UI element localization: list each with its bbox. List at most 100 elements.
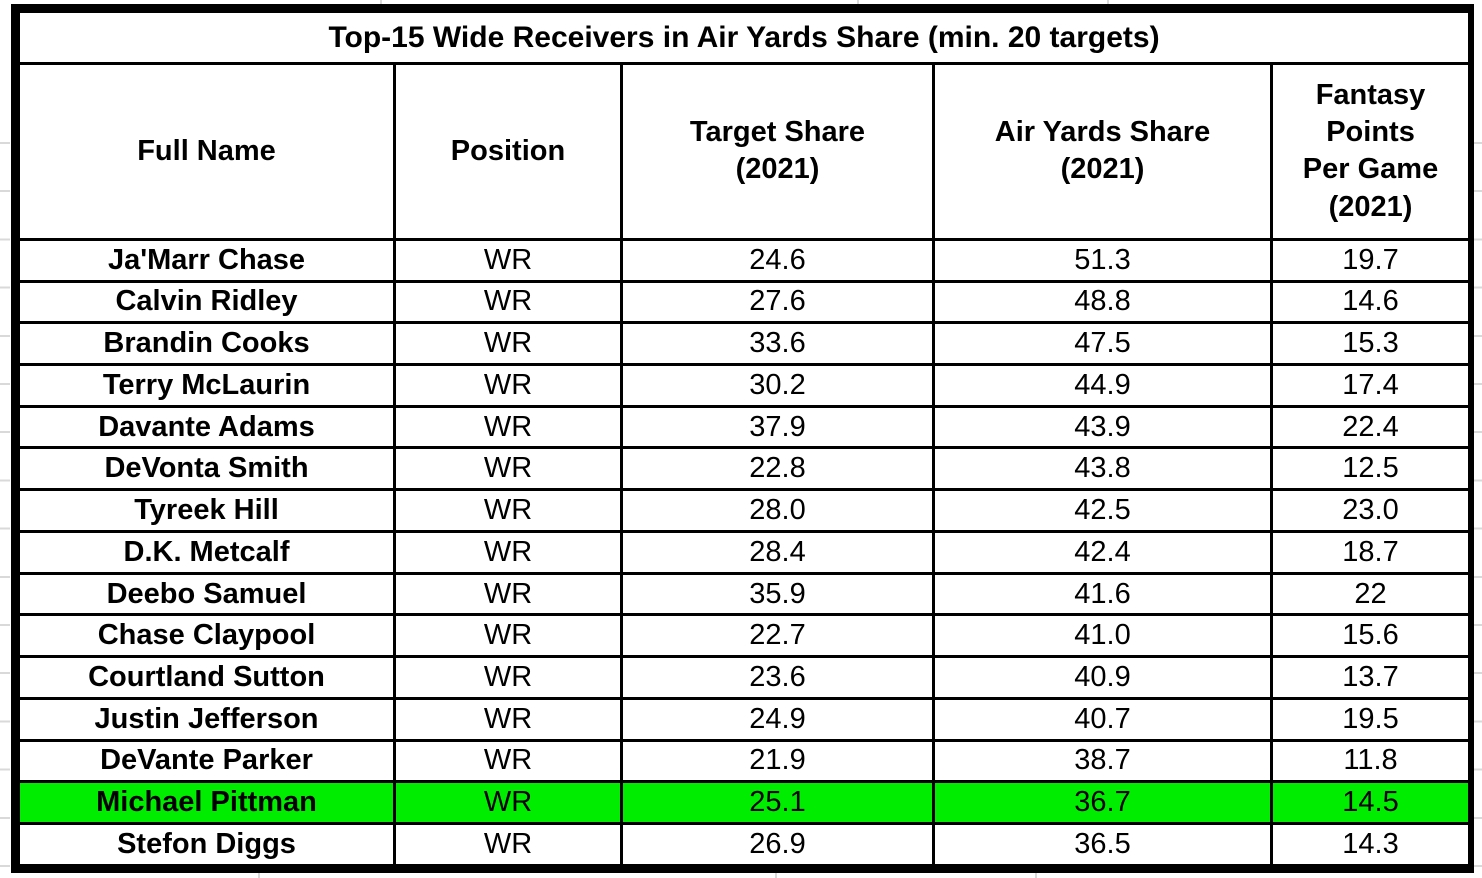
target-share-cell[interactable]: 30.2 — [620, 362, 935, 408]
position-cell[interactable]: WR — [393, 655, 623, 700]
player-name-cell[interactable]: DeVante Parker — [17, 738, 396, 784]
position-cell[interactable]: WR — [393, 446, 623, 492]
title-row: Top-15 Wide Receivers in Air Yards Share… — [16, 9, 1472, 66]
sheet-gridline-stub — [380, 0, 382, 5]
fantasy-ppg-cell[interactable]: 17.4 — [1269, 362, 1472, 408]
sheet-gridline-stub — [1107, 0, 1109, 5]
position-cell[interactable]: WR — [393, 613, 623, 659]
target-share-cell[interactable]: 37.9 — [620, 404, 935, 450]
fantasy-ppg-cell[interactable]: 13.7 — [1269, 655, 1472, 700]
player-name-cell[interactable]: Stefon Diggs — [17, 822, 396, 867]
fantasy-ppg-cell[interactable]: 12.5 — [1269, 446, 1472, 492]
air-yards-share-cell[interactable]: 42.5 — [932, 488, 1273, 533]
target-share-cell[interactable]: 26.9 — [620, 822, 935, 867]
column-header-target-share[interactable]: Target Share (2021) — [620, 62, 935, 241]
fantasy-ppg-cell[interactable]: 19.5 — [1269, 696, 1472, 742]
fantasy-ppg-cell[interactable]: 11.8 — [1269, 738, 1472, 784]
target-share-cell[interactable]: 25.1 — [620, 780, 935, 826]
air-yards-share-cell[interactable]: 48.8 — [932, 279, 1273, 325]
target-share-cell[interactable]: 35.9 — [620, 571, 935, 617]
sheet-gridline-stub — [258, 873, 260, 878]
player-name-cell[interactable]: Davante Adams — [17, 404, 396, 450]
target-share-cell[interactable]: 21.9 — [620, 738, 935, 784]
fantasy-ppg-cell[interactable]: 14.3 — [1269, 822, 1472, 867]
player-name-cell[interactable]: Tyreek Hill — [17, 488, 396, 533]
player-name-cell[interactable]: Justin Jefferson — [17, 696, 396, 742]
sheet-gridline-stubs-right — [1474, 142, 1482, 869]
column-header-full-name[interactable]: Full Name — [17, 62, 396, 241]
player-name-cell[interactable]: Chase Claypool — [17, 613, 396, 659]
table-row: Stefon Diggs WR 26.9 36.5 14.3 — [17, 822, 1472, 867]
air-yards-share-cell[interactable]: 41.6 — [932, 571, 1273, 617]
column-header-air-yards-share[interactable]: Air Yards Share (2021) — [932, 62, 1273, 241]
player-name-cell[interactable]: Deebo Samuel — [17, 571, 396, 617]
table-row: DeVonta Smith WR 22.8 43.8 12.5 — [17, 446, 1472, 492]
player-name-cell[interactable]: DeVonta Smith — [17, 446, 396, 492]
sheet-gridline-stubs-left — [0, 142, 10, 869]
target-share-cell[interactable]: 24.9 — [620, 696, 935, 742]
position-cell[interactable]: WR — [393, 488, 623, 533]
position-cell[interactable]: WR — [393, 404, 623, 450]
fantasy-ppg-cell[interactable]: 14.6 — [1269, 279, 1472, 325]
player-name-cell[interactable]: Courtland Sutton — [17, 655, 396, 700]
player-name-cell[interactable]: Brandin Cooks — [17, 321, 396, 366]
table-row: Davante Adams WR 37.9 43.9 22.4 — [17, 404, 1472, 450]
table-title[interactable]: Top-15 Wide Receivers in Air Yards Share… — [16, 9, 1472, 66]
air-yards-share-cell[interactable]: 43.8 — [932, 446, 1273, 492]
target-share-cell[interactable]: 27.6 — [620, 279, 935, 325]
air-yards-share-cell[interactable]: 40.7 — [932, 696, 1273, 742]
position-cell[interactable]: WR — [393, 279, 623, 325]
fantasy-ppg-cell[interactable]: 22.4 — [1269, 404, 1472, 450]
air-yards-share-table: Top-15 Wide Receivers in Air Yards Share… — [16, 9, 1472, 867]
fantasy-ppg-cell[interactable]: 15.3 — [1269, 321, 1472, 366]
fantasy-ppg-cell[interactable]: 23.0 — [1269, 488, 1472, 533]
receivers-table: Top-15 Wide Receivers in Air Yards Share… — [11, 4, 1474, 873]
table-row: Terry McLaurin WR 30.2 44.9 17.4 — [17, 362, 1472, 408]
table-row: Courtland Sutton WR 23.6 40.9 13.7 — [17, 655, 1472, 700]
column-header-fantasy-ppg[interactable]: Fantasy Points Per Game (2021) — [1269, 62, 1472, 241]
fantasy-ppg-cell[interactable]: 18.7 — [1269, 529, 1472, 575]
target-share-cell[interactable]: 23.6 — [620, 655, 935, 700]
player-name-cell[interactable]: D.K. Metcalf — [17, 529, 396, 575]
fantasy-ppg-cell[interactable]: 22 — [1269, 571, 1472, 617]
target-share-cell[interactable]: 28.0 — [620, 488, 935, 533]
air-yards-share-cell[interactable]: 36.5 — [932, 822, 1273, 867]
player-name-cell[interactable]: Ja'Marr Chase — [17, 237, 396, 283]
target-share-cell[interactable]: 33.6 — [620, 321, 935, 366]
sheet-gridline-stub — [775, 873, 777, 878]
target-share-cell[interactable]: 22.7 — [620, 613, 935, 659]
column-header-position[interactable]: Position — [393, 62, 623, 241]
position-cell[interactable]: WR — [393, 321, 623, 366]
position-cell[interactable]: WR — [393, 362, 623, 408]
position-cell[interactable]: WR — [393, 529, 623, 575]
position-cell[interactable]: WR — [393, 571, 623, 617]
position-cell[interactable]: WR — [393, 822, 623, 867]
air-yards-share-cell[interactable]: 41.0 — [932, 613, 1273, 659]
position-cell[interactable]: WR — [393, 738, 623, 784]
table-row: Justin Jefferson WR 24.9 40.7 19.5 — [17, 696, 1472, 742]
sheet-gridline-stub — [1035, 873, 1037, 878]
position-cell[interactable]: WR — [393, 696, 623, 742]
fantasy-ppg-cell[interactable]: 19.7 — [1269, 237, 1472, 283]
air-yards-share-cell[interactable]: 47.5 — [932, 321, 1273, 366]
fantasy-ppg-cell[interactable]: 15.6 — [1269, 613, 1472, 659]
target-share-cell[interactable]: 24.6 — [620, 237, 935, 283]
air-yards-share-cell[interactable]: 42.4 — [932, 529, 1273, 575]
position-cell[interactable]: WR — [393, 237, 623, 283]
table-row: Deebo Samuel WR 35.9 41.6 22 — [17, 571, 1472, 617]
fantasy-ppg-cell[interactable]: 14.5 — [1269, 780, 1472, 826]
player-name-cell[interactable]: Michael Pittman — [17, 780, 396, 826]
position-cell[interactable]: WR — [393, 780, 623, 826]
table-row: Ja'Marr Chase WR 24.6 51.3 19.7 — [17, 237, 1472, 283]
air-yards-share-cell[interactable]: 36.7 — [932, 780, 1273, 826]
air-yards-share-cell[interactable]: 44.9 — [932, 362, 1273, 408]
player-name-cell[interactable]: Calvin Ridley — [17, 279, 396, 325]
air-yards-share-cell[interactable]: 51.3 — [932, 237, 1273, 283]
air-yards-share-cell[interactable]: 43.9 — [932, 404, 1273, 450]
player-name-cell[interactable]: Terry McLaurin — [17, 362, 396, 408]
table-row: Calvin Ridley WR 27.6 48.8 14.6 — [17, 279, 1472, 325]
target-share-cell[interactable]: 28.4 — [620, 529, 935, 575]
air-yards-share-cell[interactable]: 40.9 — [932, 655, 1273, 700]
air-yards-share-cell[interactable]: 38.7 — [932, 738, 1273, 784]
target-share-cell[interactable]: 22.8 — [620, 446, 935, 492]
